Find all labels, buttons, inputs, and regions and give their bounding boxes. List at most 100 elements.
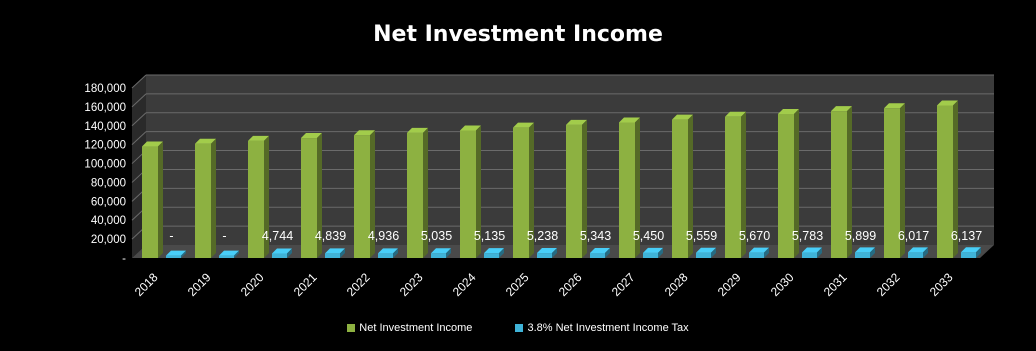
- y-tick-label: 60,000: [91, 196, 126, 208]
- bar-niit-side: [552, 248, 557, 258]
- x-tick-label: 2021: [291, 270, 320, 299]
- bar-net-investment-income-front: [407, 132, 423, 258]
- data-label-niit: 5,670: [739, 229, 770, 243]
- data-label-niit: 5,035: [421, 229, 452, 243]
- bar-net-investment-income-top: [301, 133, 322, 139]
- bar-niit-side: [817, 247, 822, 258]
- x-tick-label: 2024: [450, 270, 479, 299]
- gridline-side: [131, 74, 147, 89]
- x-tick-label: 2031: [821, 270, 850, 299]
- bar-niit-top: [749, 247, 769, 253]
- data-label-niit: 6,017: [898, 229, 929, 243]
- data-label-niit: -: [222, 229, 226, 243]
- bar-niit-front: [590, 252, 605, 258]
- x-tick-label: 2022: [344, 270, 373, 299]
- bar-net-investment-income-front: [142, 146, 158, 258]
- legend-label-niit: 3.8% Net Investment Income Tax: [527, 322, 689, 334]
- y-tick-label: 140,000: [84, 121, 126, 133]
- bar-net-investment-income-top: [566, 119, 587, 125]
- y-tick-label: 40,000: [91, 215, 126, 227]
- bar-niit-top: [696, 247, 716, 253]
- bar-niit-front: [696, 252, 711, 258]
- bar-net-investment-income-front: [778, 113, 794, 258]
- data-label-niit: 4,744: [262, 229, 293, 243]
- data-label-niit: 5,450: [633, 229, 664, 243]
- bar-net-investment-income-front: [937, 105, 953, 258]
- bar-net-investment-income-front: [672, 119, 688, 258]
- bar-net-investment-income-side: [158, 141, 163, 258]
- bar-net-investment-income-top: [778, 108, 799, 114]
- data-label-niit: 6,137: [951, 229, 982, 243]
- bar-niit-top: [537, 248, 557, 254]
- x-tick-label: 2025: [503, 270, 532, 299]
- bar-net-investment-income-front: [884, 108, 900, 258]
- chart-title: Net Investment Income: [373, 22, 663, 47]
- bar-niit-top: [855, 247, 875, 253]
- bar-net-investment-income-front: [460, 130, 476, 258]
- bar-niit-front: [325, 253, 340, 258]
- bar-niit-top: [484, 248, 504, 254]
- bar-net-investment-income-top: [407, 127, 428, 133]
- bar-net-investment-income-side: [794, 108, 799, 258]
- bar-niit-front: [537, 253, 552, 258]
- bar-niit-side: [711, 247, 716, 258]
- x-tick-label: 2030: [768, 270, 797, 299]
- bar-niit-side: [340, 248, 345, 258]
- bar-net-investment-income-side: [317, 133, 322, 258]
- y-tick-label: -: [122, 253, 126, 265]
- bar-net-investment-income-front: [513, 127, 529, 259]
- y-tick-label: 180,000: [84, 83, 126, 95]
- x-tick-label: 2020: [238, 270, 267, 299]
- bar-niit-top: [272, 248, 292, 254]
- x-tick-label: 2026: [556, 270, 585, 299]
- bar-niit-side: [393, 248, 398, 258]
- bar-net-investment-income-side: [953, 100, 958, 258]
- bar-net-investment-income-front: [301, 138, 317, 258]
- legend-swatch-niit: [515, 324, 524, 333]
- bar-niit-front: [643, 252, 658, 258]
- legend-swatch-net-investment-income: [347, 324, 356, 333]
- bar-niit-side: [764, 247, 769, 258]
- data-label-niit: 5,559: [686, 229, 717, 243]
- bar-niit-front: [272, 253, 287, 258]
- bar-niit-front: [166, 255, 181, 258]
- bar-niit-front: [484, 253, 499, 258]
- x-tick-label: 2029: [715, 270, 744, 299]
- bar-net-investment-income-front: [831, 111, 847, 258]
- bar-net-investment-income-side: [211, 138, 216, 258]
- bar-niit-top: [908, 247, 928, 253]
- x-tick-label: 2018: [132, 270, 161, 299]
- bar-niit-front: [749, 252, 764, 258]
- x-tick-label: 2023: [397, 270, 426, 299]
- bar-niit-side: [658, 247, 663, 258]
- bar-niit-top: [961, 247, 981, 253]
- bar-net-investment-income-top: [831, 106, 852, 112]
- x-tick-label: 2032: [874, 270, 903, 299]
- y-tick-label: 120,000: [84, 140, 126, 152]
- gridline-side: [131, 131, 147, 146]
- bar-niit-side: [446, 248, 451, 258]
- bar-niit-top: [378, 248, 398, 254]
- bar-net-investment-income-side: [423, 127, 428, 258]
- legend-item-net-investment-income: Net Investment Income: [347, 322, 472, 334]
- bar-niit-front: [431, 253, 446, 258]
- gridline-side: [131, 112, 147, 127]
- bar-net-investment-income-front: [566, 124, 582, 258]
- bar-niit-top: [802, 247, 822, 253]
- bar-niit-top: [325, 248, 345, 254]
- bar-net-investment-income-side: [847, 106, 852, 258]
- bar-niit-front: [855, 252, 870, 258]
- bar-niit-front: [961, 252, 976, 258]
- bar-net-investment-income-side: [688, 114, 693, 258]
- bar-niit-side: [234, 250, 239, 258]
- data-label-niit: 5,135: [474, 229, 505, 243]
- bar-niit-side: [976, 247, 981, 258]
- bar-niit-side: [499, 248, 504, 258]
- bar-net-investment-income-side: [635, 117, 640, 258]
- bar-net-investment-income-side: [741, 111, 746, 258]
- bar-net-investment-income-side: [900, 103, 905, 258]
- bar-net-investment-income-side: [582, 119, 587, 258]
- bar-net-investment-income-front: [248, 140, 264, 258]
